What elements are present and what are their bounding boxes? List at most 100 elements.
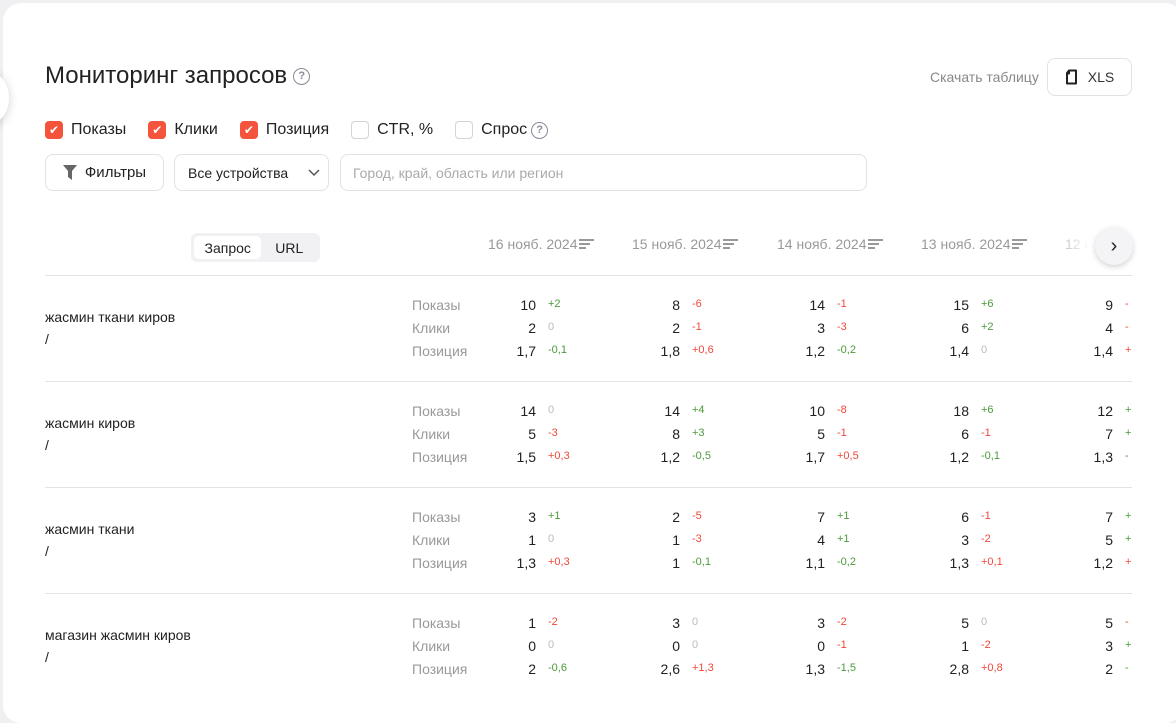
metric-value: 5 (817, 426, 825, 442)
metric-row-label: Клики (412, 320, 451, 336)
metric-delta: +0,8 (981, 662, 1003, 674)
metric-value: 0 (528, 638, 536, 654)
metric-value: 1,7 (516, 343, 536, 359)
region-input[interactable] (340, 154, 867, 191)
next-dates-button[interactable]: › (1095, 227, 1133, 265)
checkbox-icon[interactable]: ✔ (239, 121, 258, 139)
metric-row-label: Показы (412, 615, 461, 631)
metric-value: 9 (1105, 297, 1113, 313)
sort-icon (1011, 237, 1027, 251)
checkbox-icon[interactable] (351, 121, 370, 139)
segment-query[interactable]: Запрос (194, 236, 262, 259)
metric-value: 0 (672, 638, 680, 654)
filters-button[interactable]: Фильтры (45, 154, 164, 191)
metric-delta: -1 (981, 427, 991, 439)
metric-value: 1 (672, 532, 680, 548)
query-text[interactable]: жасмин ткани киров (45, 309, 176, 325)
metric-delta: -0,1 (692, 556, 711, 568)
metric-value: 14 (520, 403, 536, 419)
metric-delta: 0 (548, 639, 555, 651)
metric-value: 4 (817, 532, 825, 548)
query-text[interactable]: жасмин ткани (45, 521, 135, 537)
metric-value: 6 (961, 509, 969, 525)
date-header[interactable]: 16 нояб. 2024 (488, 236, 594, 252)
metric-delta: -8 (837, 404, 847, 416)
metric-delta: -1 (837, 298, 847, 310)
metric-value: 10 (520, 297, 536, 313)
metric-label: Клики (174, 121, 218, 138)
table-row: жасмин ткани киров / Показы Клики Позиция 10 +… (45, 275, 1132, 381)
metric-value: 18 (953, 403, 969, 419)
metric-value: 2,6 (660, 661, 680, 677)
url-text[interactable]: / (45, 543, 49, 559)
metric-delta: -0,2 (837, 344, 856, 356)
metric-checkbox-3[interactable]: CTR, % (351, 121, 433, 139)
query-text[interactable]: жасмин киров (45, 415, 136, 431)
metric-checkbox-1[interactable]: ✔ Клики (148, 121, 218, 139)
metric-delta: +4 (692, 404, 705, 416)
metric-value: 10 (809, 403, 825, 419)
metric-checkbox-2[interactable]: ✔ Позиция (239, 121, 330, 139)
metric-delta: 0 (548, 404, 555, 416)
metric-value: 1,3 (805, 661, 825, 677)
metric-value: 5 (961, 615, 969, 631)
metric-row-label: Позиция (412, 661, 468, 677)
device-select-value: Все устройства (188, 164, 289, 181)
metric-delta: -1,5 (837, 662, 856, 674)
table-row: жасмин ткани / Показы Клики Позиция 3 +1 1 0 1,3 +… (45, 487, 1132, 593)
chevron-down-icon (308, 168, 320, 176)
download-table-label: Скачать таблицу (930, 69, 1039, 85)
metric-value: 7 (1105, 426, 1113, 442)
help-icon[interactable]: ? (293, 67, 311, 85)
metric-value: 5 (1105, 615, 1113, 631)
help-icon[interactable]: ? (531, 121, 549, 139)
checkbox-icon[interactable]: ✔ (45, 121, 63, 139)
metric-delta: -6 (692, 298, 702, 310)
url-text[interactable]: / (45, 437, 49, 453)
url-text[interactable]: / (45, 649, 49, 665)
checkbox-icon[interactable] (455, 121, 474, 139)
side-panel-handle[interactable] (0, 73, 9, 123)
xls-download-button[interactable]: XLS (1047, 58, 1132, 96)
metric-delta: 0 (692, 616, 699, 628)
metric-value: 7 (817, 509, 825, 525)
metric-delta: -2 (548, 616, 558, 628)
metric-delta: +1 (548, 510, 561, 522)
metric-value: 1,2 (1093, 555, 1113, 571)
url-text[interactable]: / (45, 331, 49, 347)
metric-value: 1,5 (516, 449, 536, 465)
date-headers: 16 нояб. 2024 15 нояб. 2024 14 нояб. 2024 1… (0, 236, 1132, 256)
metric-value: 1,8 (660, 343, 680, 359)
metric-delta: +1 (837, 533, 850, 545)
metric-value: 14 (664, 403, 680, 419)
metric-value: 12 (1097, 403, 1113, 419)
metric-value: 1,1 (805, 555, 825, 571)
date-header[interactable]: 15 нояб. 2024 (632, 236, 738, 252)
date-label: 15 нояб. 2024 (632, 236, 722, 252)
query-text[interactable]: магазин жасмин киров (45, 627, 191, 643)
table-row: магазин жасмин киров / Показы Клики Позиция 1… (45, 593, 1132, 697)
date-header[interactable]: 14 нояб. 2024 (777, 236, 883, 252)
metric-label: Позиция (265, 121, 330, 138)
date-header[interactable]: 13 нояб. 2024 (921, 236, 1027, 252)
metric-delta: +0,6 (692, 344, 714, 356)
checkbox-icon[interactable]: ✔ (148, 121, 167, 139)
metric-delta: + (1125, 404, 1132, 416)
sort-icon (578, 237, 594, 251)
metric-delta: +6 (981, 404, 994, 416)
metric-value: 0 (817, 638, 825, 654)
query-url-toggle: Запрос URL (191, 233, 320, 262)
metric-delta: +1 (837, 510, 850, 522)
metric-value: 1,3 (516, 555, 536, 571)
metric-delta: +2 (981, 321, 994, 333)
metric-checkbox-4[interactable]: Спрос? (455, 121, 549, 139)
metric-value: 1,2 (805, 343, 825, 359)
metric-value: 2 (528, 320, 536, 336)
metric-delta: -1 (981, 510, 991, 522)
metric-row-label: Показы (412, 297, 461, 313)
sort-icon (722, 237, 738, 251)
metric-checkbox-0[interactable]: ✔ Показы (45, 121, 126, 139)
metric-row-label: Клики (412, 426, 451, 442)
device-select[interactable]: Все устройства (174, 154, 329, 191)
segment-url[interactable]: URL (275, 239, 304, 256)
